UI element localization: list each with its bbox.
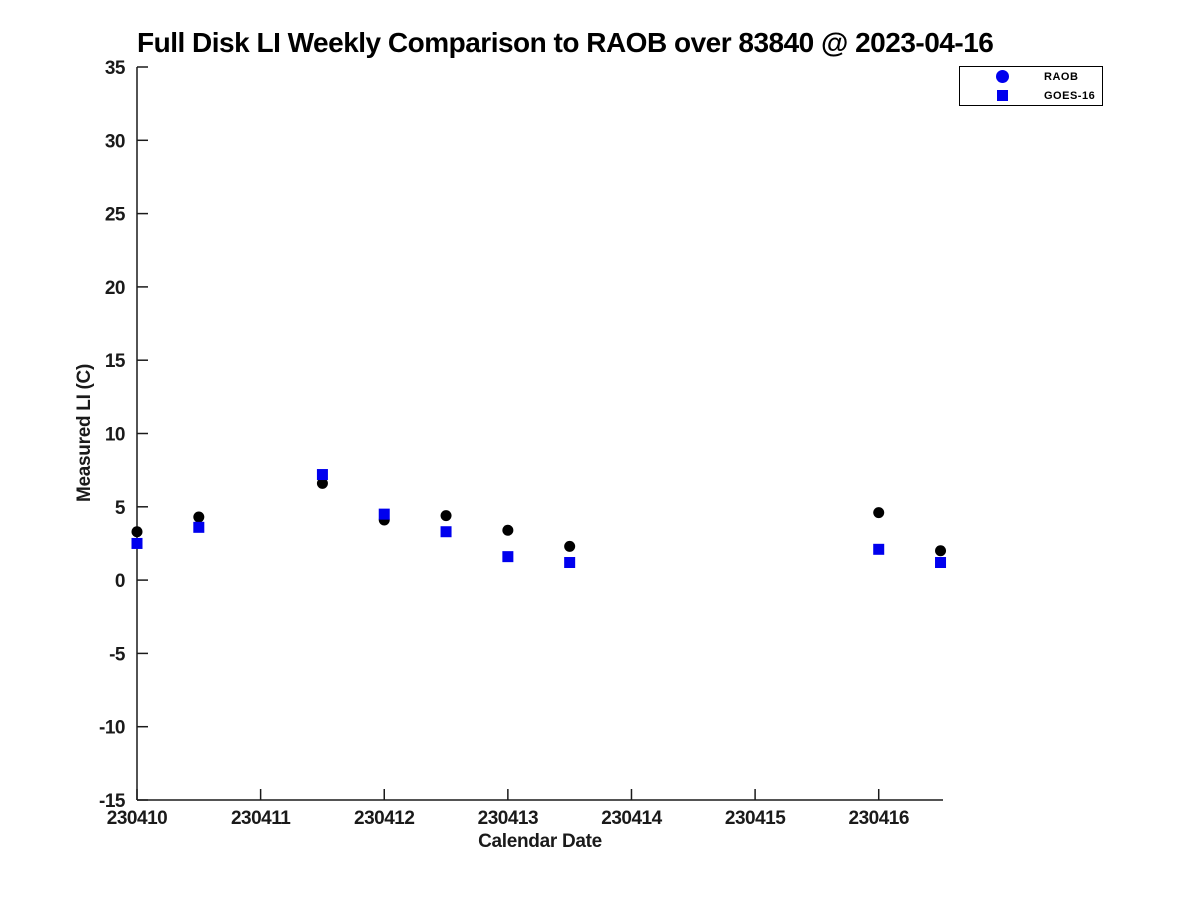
goes16-point (131, 537, 143, 549)
y-tick-label: 25 (105, 205, 126, 226)
x-tick-label: 230414 (601, 808, 662, 829)
raob-point (935, 545, 947, 557)
legend-label-raob: RAOB (1044, 70, 1079, 83)
legend-item-goes16: GOES-16 (960, 86, 1102, 105)
goes16-point (378, 508, 390, 520)
raob-point (502, 524, 514, 536)
chart-title: Full Disk LI Weekly Comparison to RAOB o… (137, 27, 994, 58)
legend: RAOB GOES-16 (959, 66, 1103, 106)
x-tick-label: 230415 (725, 808, 786, 829)
x-tick-label: 230413 (478, 808, 538, 829)
legend-item-raob: RAOB (960, 67, 1102, 86)
x-tick-label: 230411 (231, 808, 291, 829)
raob-point (316, 477, 328, 489)
x-tick-label: 230410 (107, 808, 167, 829)
goes16-square-marker-icon (997, 90, 1008, 101)
y-tick-label: -10 (99, 718, 125, 739)
y-tick-label: -5 (109, 644, 126, 665)
raob-circle-marker-icon (996, 70, 1009, 83)
y-tick-label: 35 (105, 58, 126, 79)
raob-point (131, 526, 143, 538)
goes16-point (193, 521, 205, 533)
x-tick-label: 230412 (354, 808, 414, 829)
raob-point (873, 507, 885, 519)
goes16-point (873, 543, 885, 555)
y-tick-label: 5 (115, 498, 126, 519)
legend-label-goes16: GOES-16 (1044, 89, 1096, 102)
y-tick-label: 20 (105, 278, 125, 299)
raob-point (440, 510, 452, 522)
raob-point (564, 540, 576, 552)
x-axis-title: Calendar Date (478, 831, 602, 852)
goes16-point (564, 557, 576, 569)
y-tick-label: 15 (105, 351, 126, 372)
y-tick-label: 0 (115, 571, 125, 592)
x-tick-label: 230416 (849, 808, 909, 829)
goes16-point (440, 526, 452, 538)
y-tick-label: 30 (105, 131, 125, 152)
goes16-point (935, 557, 947, 569)
y-tick-label: -15 (99, 791, 126, 812)
y-tick-label: 10 (105, 425, 125, 446)
y-axis-title: Measured LI (C) (74, 363, 95, 503)
goes16-point (502, 551, 514, 563)
raob-point (193, 511, 205, 523)
goes16-point (316, 469, 328, 481)
